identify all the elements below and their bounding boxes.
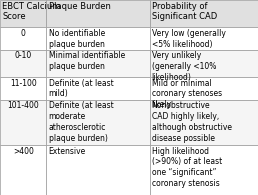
Bar [150,50,258,77]
Bar [150,27,258,50]
Bar [0,145,46,195]
Text: Very unlikely
(generally <10%
likelihood): Very unlikely (generally <10% likelihood… [152,51,216,82]
Bar [0,27,46,50]
Bar [46,77,150,100]
Bar [0,50,46,77]
Bar [46,100,150,145]
Bar [150,77,258,100]
Text: No identifiable
plaque burden: No identifiable plaque burden [49,29,105,49]
Text: Probability of
Significant CAD: Probability of Significant CAD [152,2,217,21]
Text: Plaque Burden: Plaque Burden [49,2,110,11]
Bar [150,0,258,27]
Text: Definite (at least
moderate
atherosclerotic
plaque burden): Definite (at least moderate atherosclero… [49,101,113,143]
Text: Definite (at least
mild): Definite (at least mild) [49,79,113,98]
Text: 0: 0 [21,29,26,38]
Bar [150,100,258,145]
Bar [46,0,150,27]
Text: >400: >400 [13,147,34,156]
Text: Extensive: Extensive [49,147,86,156]
Text: High likelihood
(>90%) of at least
one “significant”
coronary stenosis: High likelihood (>90%) of at least one “… [152,147,222,188]
Bar [150,145,258,195]
Bar [46,27,150,50]
Text: 11-100: 11-100 [10,79,37,88]
Text: 0-10: 0-10 [15,51,32,60]
Text: Very low (generally
<5% likelihood): Very low (generally <5% likelihood) [152,29,225,49]
Text: Nonobstructive
CAD highly likely,
although obstructive
disease possible: Nonobstructive CAD highly likely, althou… [152,101,232,143]
Text: 101-400: 101-400 [7,101,39,110]
Bar [0,0,46,27]
Text: Mild or minimal
coronary stenoses
likely: Mild or minimal coronary stenoses likely [152,79,222,109]
Bar [0,100,46,145]
Text: Minimal identifiable
plaque burden: Minimal identifiable plaque burden [49,51,125,71]
Text: EBCT Calcium
Score: EBCT Calcium Score [2,2,60,21]
Bar [46,145,150,195]
Bar [46,50,150,77]
Bar [0,77,46,100]
